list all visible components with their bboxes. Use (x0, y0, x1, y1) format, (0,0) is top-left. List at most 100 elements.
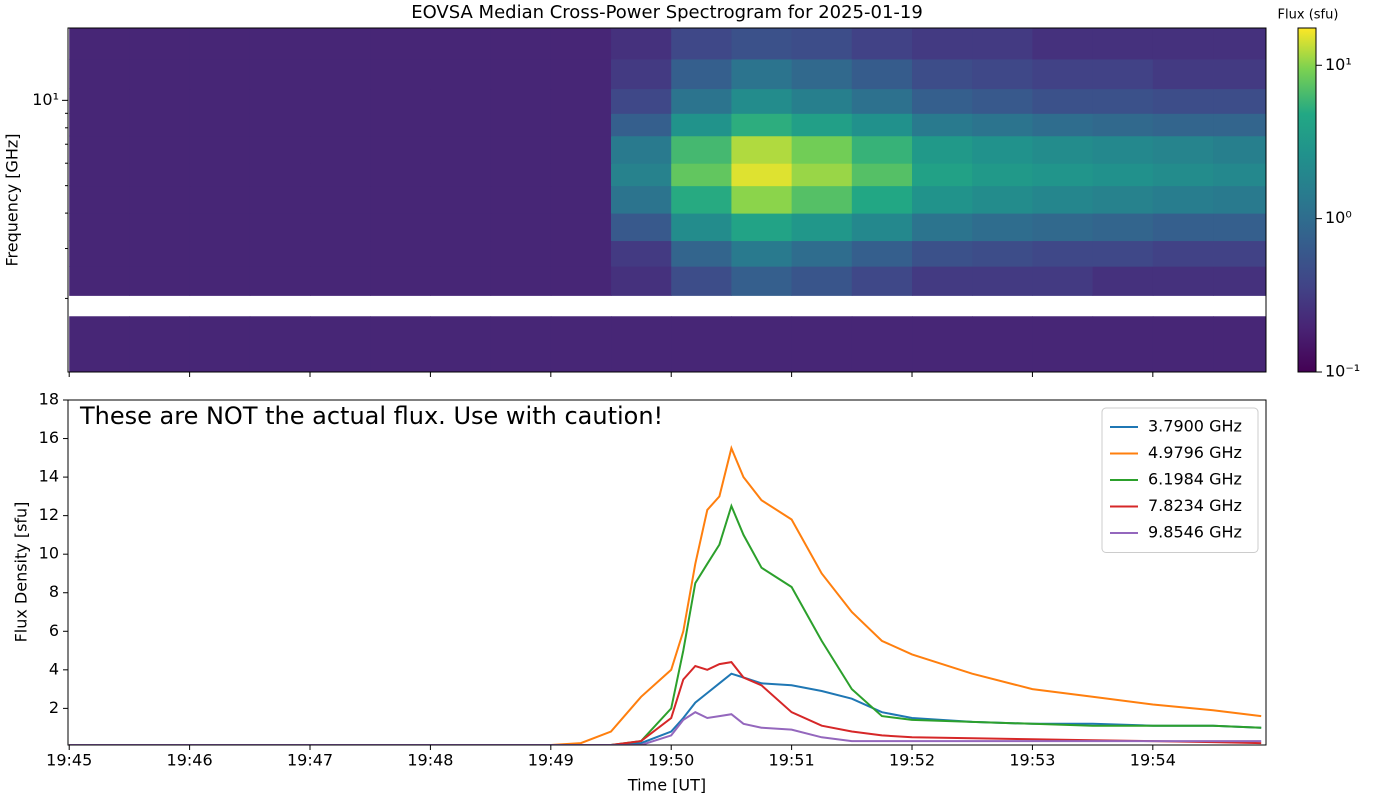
heat-cell (249, 58, 311, 90)
heat-cell (791, 58, 853, 90)
x-tick-label: 19:52 (889, 751, 935, 770)
heat-cell (249, 28, 311, 60)
heat-cell (490, 213, 552, 242)
heat-cell (611, 240, 672, 267)
heat-cell (1092, 28, 1154, 60)
heat-cell (1032, 163, 1094, 187)
heat-cell (851, 240, 913, 267)
x-axis-label: Time [UT] (627, 776, 706, 795)
heat-cell (370, 213, 431, 242)
heat-cell (129, 88, 191, 114)
heat-cell (851, 113, 913, 137)
heat-cell (1213, 113, 1266, 137)
heat-cell (1152, 88, 1214, 114)
y-tick-label: 10 (39, 544, 59, 563)
legend-label: 4.9796 GHz (1148, 443, 1242, 462)
heat-cell (731, 266, 793, 296)
heat-cell (129, 135, 191, 164)
x-tick-label: 19:48 (407, 751, 453, 770)
heat-cell (370, 316, 431, 372)
heat-cell (972, 88, 1033, 114)
y-tick-label: 14 (39, 467, 59, 486)
x-tick-label: 19:47 (287, 751, 333, 770)
heat-cell (972, 135, 1033, 164)
heat-cell (851, 163, 913, 187)
y-axis-label: Frequency [GHz] (3, 133, 22, 266)
heat-cell (490, 88, 552, 114)
heat-cell (310, 163, 371, 187)
heat-cell (611, 113, 672, 137)
heat-cell (249, 316, 311, 372)
heat-cell (1032, 185, 1094, 214)
heat-cell (370, 28, 431, 60)
heat-cell (731, 185, 793, 214)
heat-cell (1152, 163, 1214, 187)
heat-cell (189, 163, 251, 187)
heat-cell (791, 213, 853, 242)
heat-cell (851, 58, 913, 90)
series-line (69, 445, 1262, 745)
heat-cell (611, 266, 672, 296)
heat-cell (129, 28, 191, 60)
y-axis-label: Flux Density [sfu] (12, 502, 31, 643)
heat-cell (430, 113, 492, 137)
legend-box (1101, 407, 1259, 553)
heat-cell (310, 240, 371, 267)
heat-cell (851, 185, 913, 214)
heat-cell (1213, 58, 1266, 90)
heat-cell (550, 316, 612, 372)
heat-cell (370, 58, 431, 90)
x-tick-label: 19:49 (528, 751, 574, 770)
colorbar-label: Flux (sfu) (1278, 8, 1339, 23)
heat-cell (310, 135, 371, 164)
heat-cell (611, 58, 672, 90)
heat-cell (430, 316, 492, 372)
heat-cell (671, 185, 732, 214)
x-tick-label: 19:45 (46, 751, 92, 770)
heat-cell (430, 88, 492, 114)
heat-cell (851, 266, 913, 296)
heat-cell (912, 185, 973, 214)
heat-cell (129, 113, 191, 137)
y-tick-label: 10¹ (32, 90, 59, 109)
axes-frame (67, 27, 1267, 373)
series-line (69, 503, 1262, 745)
heat-cell (671, 316, 732, 372)
heat-cell (69, 113, 130, 137)
heat-cell (129, 163, 191, 187)
heat-cell (249, 213, 311, 242)
heat-cell (731, 58, 793, 90)
heat-cell (671, 28, 732, 60)
heat-cell (611, 185, 672, 214)
heat-cell (731, 163, 793, 187)
heat-cell (1213, 266, 1266, 296)
heat-cell (490, 185, 552, 214)
heat-cell (69, 185, 130, 214)
heat-cell (791, 113, 853, 137)
heat-cell (310, 58, 371, 90)
heat-cell (731, 135, 793, 164)
heat-cell (69, 316, 130, 372)
heat-cell (550, 135, 612, 164)
heat-cell (490, 113, 552, 137)
legend-label: 6.1984 GHz (1148, 470, 1242, 489)
heat-cell (1092, 88, 1154, 114)
legend-label: 9.8546 GHz (1148, 523, 1242, 542)
heat-cell (189, 88, 251, 114)
heat-cell (912, 163, 973, 187)
heat-cell (1152, 113, 1214, 137)
heat-cell (430, 163, 492, 187)
heat-cell (430, 185, 492, 214)
axes-frame (67, 399, 1267, 746)
series-line (69, 672, 1262, 745)
heat-cell (1213, 28, 1266, 60)
heat-cell (430, 28, 492, 60)
heat-cell (912, 266, 973, 296)
heat-cell (972, 240, 1033, 267)
heat-cell (490, 266, 552, 296)
heat-cell (972, 185, 1033, 214)
heat-cell (550, 88, 612, 114)
heat-cell (1032, 58, 1094, 90)
heat-cell (1152, 58, 1214, 90)
